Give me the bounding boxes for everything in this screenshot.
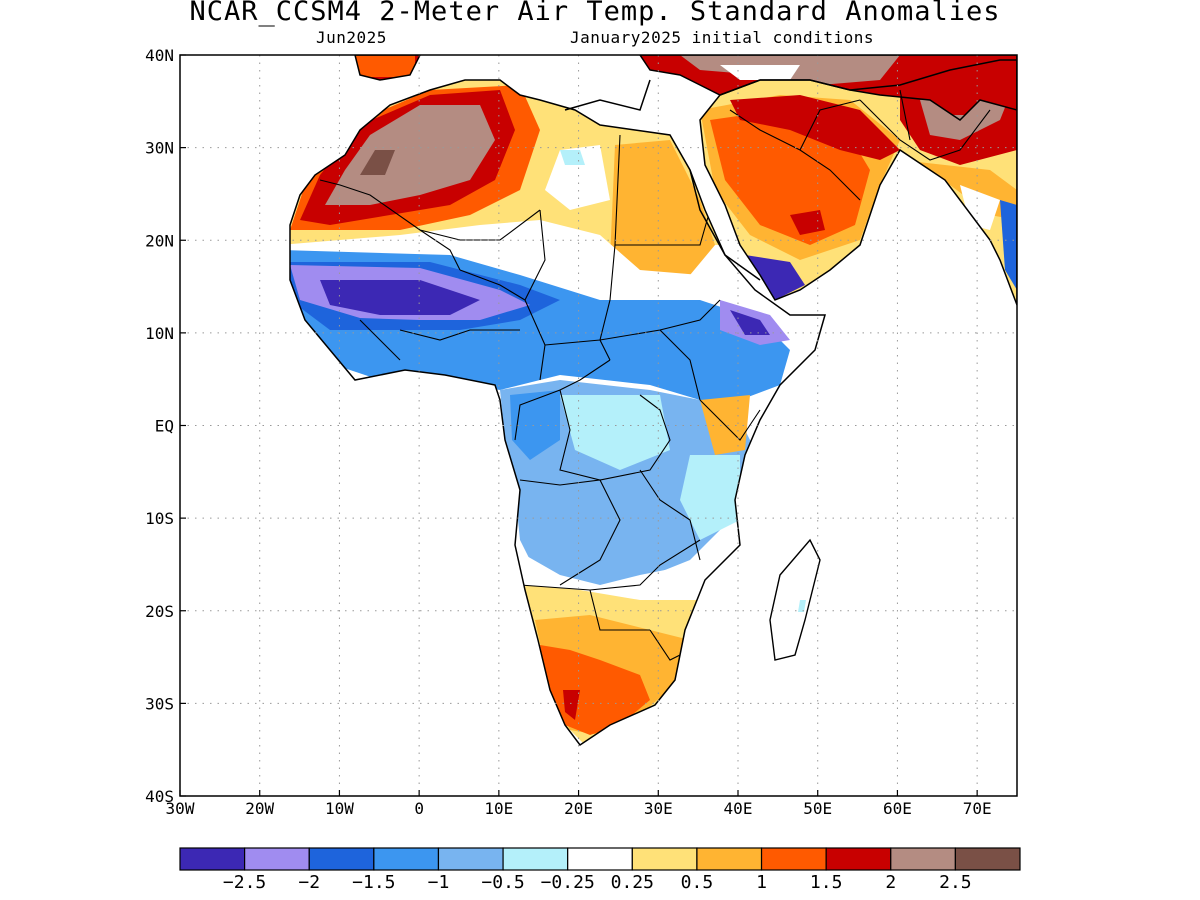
lat-label: EQ [155, 417, 174, 436]
colorbar-swatch [437, 847, 504, 871]
lat-label: 20N [145, 231, 174, 250]
lat-label: 40S [145, 787, 174, 806]
coastlines [289, 55, 1017, 746]
lon-label: 10E [484, 799, 513, 818]
lat-label: 40N [145, 46, 174, 65]
colorbar-label: −1 [428, 872, 450, 893]
lon-label: 30E [644, 799, 673, 818]
lon-label: 20W [245, 799, 274, 818]
colorbar-swatch [825, 847, 892, 871]
colorbar-label: −2.5 [223, 872, 266, 893]
colorbar-swatch [954, 847, 1021, 871]
colorbar-labels: −2.5 −2 −1.5 −1 −0.5 −0.25 0.25 0.5 1 1.5 2 2.5 [223, 872, 972, 893]
lon-label: 60E [883, 799, 912, 818]
colorbar-swatch [760, 847, 827, 871]
colorbar [179, 847, 1021, 871]
colorbar-swatch [696, 847, 763, 871]
lon-label: 40E [724, 799, 753, 818]
colorbar-label: −1.5 [352, 872, 395, 893]
colorbar-swatch [890, 847, 956, 871]
colorbar-swatch [308, 847, 375, 871]
country-borders [319, 134, 761, 661]
colorbar-swatch [567, 847, 633, 871]
lon-label: 10W [325, 799, 354, 818]
colorbar-swatch [631, 847, 698, 871]
lat-label: 20S [145, 602, 174, 621]
colorbar-label: 0.5 [681, 872, 714, 893]
colorbar-label: −0.25 [541, 872, 595, 893]
madagascar-outline [769, 538, 821, 661]
colorbar-label: −2 [298, 872, 320, 893]
colorbar-label: 1 [756, 872, 767, 893]
colorbar-label: 1.5 [810, 872, 843, 893]
colorbar-label: 0.25 [611, 872, 654, 893]
map-title: NCAR_CCSM4 2-Meter Air Temp. Standard An… [189, 0, 1001, 27]
lat-label: 10S [145, 509, 174, 528]
colorbar-label: 2.5 [939, 872, 972, 893]
lat-label: 30N [145, 139, 174, 158]
latitude-labels: 40N 30N 20N 10N EQ 10S 20S 30S 40S [145, 46, 174, 806]
colorbar-swatch [179, 847, 246, 871]
lat-label: 10N [145, 324, 174, 343]
axis-ticks [179, 54, 978, 797]
colorbar-label: −0.5 [481, 872, 524, 893]
initial-conditions: January2025 initial conditions [570, 28, 874, 47]
colorbar-label: 2 [885, 872, 896, 893]
colorbar-swatch [244, 847, 310, 871]
graticule [180, 55, 1017, 796]
lon-label: 0 [414, 799, 424, 818]
lon-label: 50E [803, 799, 832, 818]
lat-label: 30S [145, 694, 174, 713]
longitude-labels: 30W 20W 10W 0 10E 20E 30E 40E 50E 60E 70E [166, 799, 992, 818]
forecast-month: Jun2025 [316, 28, 387, 47]
lon-label: 70E [963, 799, 992, 818]
colorbar-swatch [373, 847, 440, 871]
lon-label: 20E [564, 799, 593, 818]
colorbar-swatch [502, 847, 569, 871]
lon-label: 30W [166, 799, 195, 818]
middle-east-borders [729, 89, 991, 201]
